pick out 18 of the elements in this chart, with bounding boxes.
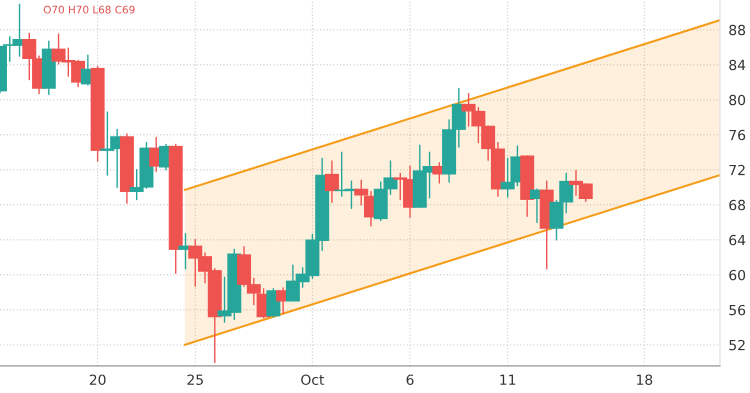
y-tick-label: 64 xyxy=(729,234,746,246)
y-tick-label: 84 xyxy=(729,60,746,70)
y-tick-label: 52 xyxy=(729,340,745,350)
y-tick-label: 68 xyxy=(729,200,746,210)
y-tick-label: 88 xyxy=(729,24,746,36)
x-tick-label: 20 xyxy=(90,374,106,385)
x-tick-label: 18 xyxy=(637,374,652,385)
x-tick-label: 6 xyxy=(406,374,414,385)
annotation: O70 H70 L68 C69 xyxy=(44,6,135,14)
y-tick-label: 60 xyxy=(729,270,746,280)
y-tick-label: 72 xyxy=(729,164,745,176)
y-tick-label: 56 xyxy=(729,304,746,316)
y-tick-label: 80 xyxy=(729,94,746,106)
candlestick xyxy=(324,160,339,203)
x-tick-label: 11 xyxy=(500,374,516,385)
y-tick-label: 76 xyxy=(729,130,746,140)
x-tick-label: 25 xyxy=(187,374,203,385)
x-tick-label: Oct xyxy=(301,374,324,385)
